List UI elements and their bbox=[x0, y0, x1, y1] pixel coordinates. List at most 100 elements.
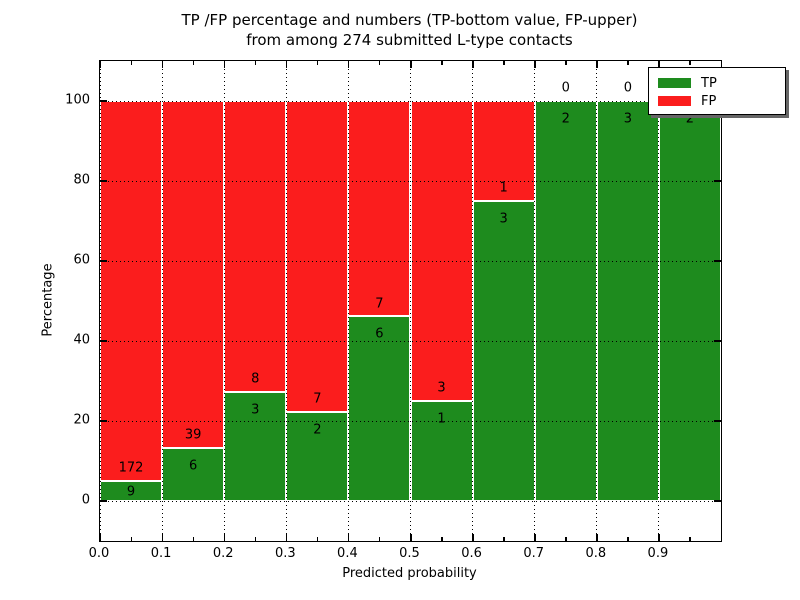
legend-item-fp: FP bbox=[649, 92, 785, 110]
bar-segment-fp bbox=[100, 101, 163, 482]
tick-x-minor bbox=[441, 537, 443, 541]
fp-swatch-icon bbox=[658, 96, 691, 106]
bar-label-tp: 2 bbox=[685, 111, 695, 127]
bar-segment-tp bbox=[410, 401, 473, 501]
y-axis-label: Percentage bbox=[40, 263, 56, 337]
y-tick-label: 80 bbox=[73, 172, 90, 188]
tick-x-minor bbox=[689, 61, 691, 65]
bar-label-fp: 8 bbox=[251, 371, 260, 387]
tick-y-major bbox=[100, 180, 107, 182]
bar-label-fp: 3 bbox=[437, 380, 446, 396]
tick-x-major bbox=[285, 534, 288, 541]
tick-x-minor bbox=[378, 537, 381, 541]
tick-x-major bbox=[720, 61, 722, 68]
gridline-x bbox=[720, 61, 722, 541]
gridline-x bbox=[161, 61, 163, 541]
x-tick-label: 0.2 bbox=[212, 546, 234, 561]
gridline-y bbox=[100, 420, 721, 422]
bar-label-tp: 2 bbox=[313, 422, 322, 438]
tick-x-major bbox=[534, 534, 536, 541]
chart-title-line2: from among 274 submitted L-type contacts bbox=[246, 31, 573, 49]
tick-x-major bbox=[410, 61, 412, 68]
tick-x-major bbox=[161, 534, 164, 541]
gridline-x bbox=[347, 61, 349, 541]
tick-x-major bbox=[223, 61, 226, 68]
bar-label-fp: 7 bbox=[375, 296, 384, 312]
x-tick-label: 0.8 bbox=[585, 546, 607, 561]
bar-label-tp: 6 bbox=[189, 458, 198, 474]
x-tick-label: 0.6 bbox=[461, 546, 482, 561]
gridline-x bbox=[223, 61, 225, 541]
y-tick-label: 40 bbox=[73, 332, 90, 348]
bar-segment-tp bbox=[162, 447, 225, 501]
bar-segment-tp bbox=[658, 101, 721, 501]
gridline-y bbox=[100, 180, 721, 182]
x-tick-label: 0.1 bbox=[150, 546, 172, 561]
x-tick-label: 0.7 bbox=[523, 546, 545, 561]
x-axis-label: Predicted probability bbox=[342, 566, 477, 581]
plot-area: 17293968372763113020302 bbox=[99, 60, 722, 542]
bar-segment-fp bbox=[472, 101, 535, 201]
gridline-x bbox=[596, 61, 598, 541]
tick-x-major bbox=[596, 61, 598, 68]
bar-label-tp: 3 bbox=[623, 111, 632, 127]
tick-y-major bbox=[100, 420, 107, 422]
bar-label-fp: 172 bbox=[118, 460, 144, 476]
gridline-y bbox=[100, 100, 721, 102]
bar-segment-tp bbox=[596, 101, 659, 501]
bar-segment-fp bbox=[224, 101, 287, 392]
bar-segment-tp bbox=[472, 201, 535, 501]
bar-segment-fp bbox=[348, 101, 411, 317]
bar-label-tp: 1 bbox=[437, 411, 446, 427]
tick-x-minor bbox=[378, 61, 381, 65]
tick-x-minor bbox=[316, 61, 319, 65]
x-tick-label: 0.0 bbox=[88, 546, 110, 561]
y-tick-label: 0 bbox=[81, 492, 90, 508]
gridline-y bbox=[100, 500, 721, 502]
tick-x-major bbox=[658, 61, 660, 68]
tick-x-minor bbox=[192, 537, 195, 541]
legend-label-fp: FP bbox=[701, 93, 717, 109]
bar-label-fp: 0 bbox=[561, 80, 570, 96]
tick-x-minor bbox=[503, 537, 505, 541]
tick-x-minor bbox=[441, 61, 443, 65]
tick-x-minor bbox=[254, 61, 257, 65]
tick-y-major bbox=[100, 340, 107, 342]
tick-x-major bbox=[410, 534, 412, 541]
legend-item-tp: TP bbox=[649, 74, 785, 92]
tick-x-major bbox=[223, 534, 226, 541]
tick-x-minor bbox=[565, 61, 567, 65]
bar-label-tp: 3 bbox=[499, 211, 508, 227]
gridline-y bbox=[100, 260, 721, 262]
bar-label-tp: 2 bbox=[561, 111, 570, 127]
tick-x-major bbox=[658, 534, 660, 541]
gridline-x bbox=[472, 61, 474, 541]
bar-segment-fp bbox=[286, 101, 349, 413]
tick-x-major bbox=[161, 61, 164, 68]
bar-segment-fp bbox=[162, 101, 225, 448]
bar-label-fp: 7 bbox=[313, 391, 322, 407]
tick-x-minor bbox=[565, 537, 567, 541]
x-tick-label: 0.9 bbox=[647, 546, 669, 561]
tick-x-minor bbox=[130, 537, 133, 541]
y-tick-label: 100 bbox=[65, 92, 90, 108]
tick-x-major bbox=[720, 534, 722, 541]
tick-x-minor bbox=[689, 537, 691, 541]
tick-x-major bbox=[472, 534, 474, 541]
bar-label-fp: 39 bbox=[184, 427, 202, 443]
gridline-x bbox=[285, 61, 287, 541]
tick-y-major bbox=[714, 500, 721, 502]
legend-label-tp: TP bbox=[701, 75, 717, 91]
tick-y-major bbox=[714, 260, 721, 262]
bar-segment-tp bbox=[534, 101, 597, 501]
tick-x-major bbox=[285, 61, 288, 68]
tick-x-major bbox=[99, 534, 101, 541]
tp-swatch-icon bbox=[658, 78, 691, 88]
tick-y-major bbox=[100, 500, 107, 502]
tick-y-major bbox=[714, 420, 721, 422]
x-tick-label: 0.4 bbox=[337, 546, 358, 561]
x-tick-label: 0.5 bbox=[399, 546, 420, 561]
bar-label-tp: 9 bbox=[126, 484, 136, 500]
tick-x-minor bbox=[192, 61, 195, 65]
